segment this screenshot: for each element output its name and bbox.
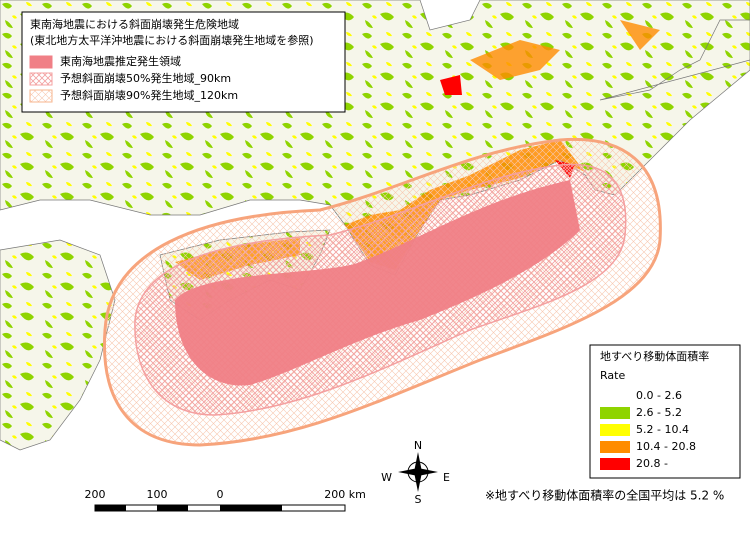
footnote: ※地すべり移動体面積率の全国平均は 5.2 % [485, 488, 724, 503]
zone-label: 予想斜面崩壊50%発生地域_90km [60, 71, 231, 85]
compass-n: N [414, 439, 422, 452]
rate-legend-subtitle: Rate [600, 369, 625, 382]
compass-s: S [415, 493, 422, 506]
zone-swatch [29, 72, 53, 86]
scale-label: 200 km [324, 488, 366, 501]
scale-label: 0 [217, 488, 224, 501]
legend-box [21, 11, 346, 113]
rate-legend: 0.0 - 2.6 2.6 - 5.2 5.2 - 10.4 10.4 - 20.8 2… [600, 389, 696, 470]
compass: N E S W [381, 439, 450, 506]
rate-label: 10.4 - 20.8 [636, 440, 696, 453]
title-line: (東北地方太平洋沖地震における斜面崩壊発生地域を参照) [30, 33, 314, 47]
compass-e: E [443, 471, 450, 484]
rate-swatch [600, 441, 630, 453]
rate-label: 0.0 - 2.6 [636, 389, 682, 402]
source-zone [175, 180, 580, 386]
rate-swatch [600, 390, 630, 402]
zone-swatch [29, 55, 53, 69]
rate-swatch [600, 407, 630, 419]
scale-label: 100 [147, 488, 168, 501]
rate-label: 5.2 - 10.4 [636, 423, 689, 436]
scale-bar: 200 100 0 200 km [85, 488, 366, 512]
rate-swatch [600, 458, 630, 470]
compass-w: W [381, 471, 392, 484]
title-line: 東南海地震における斜面崩壊発生危険地域 [30, 17, 239, 31]
scale-label: 200 [85, 488, 106, 501]
zone-swatch [29, 89, 53, 103]
zone-label: 東南海地震推定発生領域 [60, 54, 181, 68]
zone-label: 予想斜面崩壊90%発生地域_120km [60, 88, 238, 102]
rate-legend-title: 地すべり移動体面積率 [600, 349, 709, 363]
rate-swatch [600, 424, 630, 436]
rate-label: 20.8 - [636, 457, 668, 470]
rate-label: 2.6 - 5.2 [636, 406, 682, 419]
